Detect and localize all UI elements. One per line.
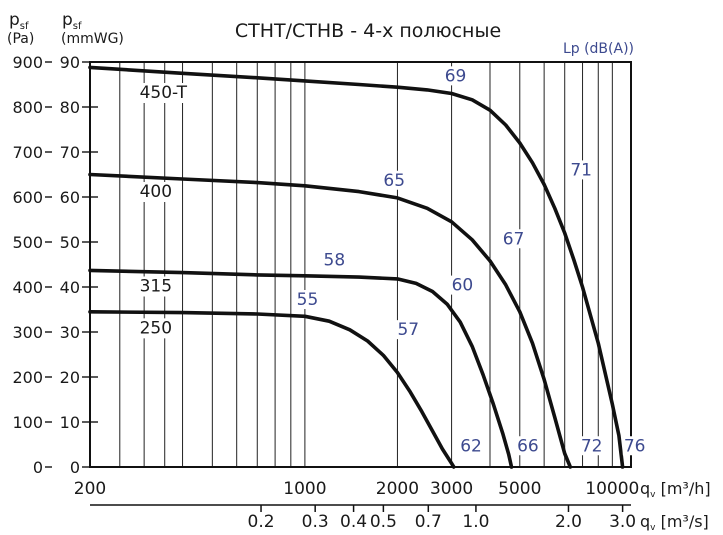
x-m3s-tick-label: 2.0 xyxy=(555,512,582,532)
x-m3h-tick-label: 200 xyxy=(74,479,106,499)
x-m3s-tick-label: 0.5 xyxy=(370,512,397,532)
y-pa-tick-label: 800 xyxy=(12,98,43,117)
y-right-symbol: psf xyxy=(62,10,82,32)
noise-label-bg xyxy=(579,436,602,456)
y-pa-tick-label: 100 xyxy=(12,413,43,432)
curve-label-bg xyxy=(137,182,174,202)
curve-315 xyxy=(88,268,514,469)
y-pa-tick-label: 200 xyxy=(12,368,43,387)
x-m3h-axis-label-unit: [m³/h] xyxy=(655,479,710,498)
noise-label-bg xyxy=(622,436,645,456)
y-mmwg-tick-label: 50 xyxy=(60,233,80,252)
y-pa-tick-label: 700 xyxy=(12,143,43,162)
y-mmwg-tick-label: 0 xyxy=(70,458,80,477)
noise-level-label: 65 xyxy=(383,171,405,191)
noise-level-label: 57 xyxy=(397,320,419,340)
y-mmwg-tick-label: 80 xyxy=(60,98,80,117)
noise-label-bg xyxy=(569,160,592,180)
y-right-symbol-sub: sf xyxy=(73,21,82,32)
y-mmwg-tick-label: 40 xyxy=(60,278,80,297)
y-left-symbol: psf xyxy=(9,10,29,32)
noise-level-label: 62 xyxy=(460,436,482,456)
noise-level-label: 76 xyxy=(624,436,646,456)
x-m3h-tick-label: 2000 xyxy=(376,479,419,499)
noise-label-bg xyxy=(382,170,405,190)
noise-label-bg xyxy=(501,229,524,249)
x-m3s-axis-label-unit: [m³/s] xyxy=(655,512,708,531)
noise-label-bg xyxy=(459,436,482,456)
curve-label: 315 xyxy=(140,277,172,297)
x-m3s-axis-label-symbol: q xyxy=(640,512,650,531)
x-m3h-tick-label: 3000 xyxy=(430,479,473,499)
y-left-unit: (Pa) xyxy=(7,31,34,47)
x-m3s-tick-label: 0.3 xyxy=(302,512,329,532)
x-m3h-axis-label-sub: v xyxy=(650,490,656,500)
y-mmwg-tick-label: 20 xyxy=(60,368,80,387)
y-pa-tick-label: 400 xyxy=(12,278,43,297)
y-mmwg-tick-label: 30 xyxy=(60,323,80,342)
curve-400 xyxy=(88,172,573,469)
curve-label-bg xyxy=(137,276,174,297)
plot-area xyxy=(88,62,625,469)
curve-250 xyxy=(88,310,456,469)
noise-label-bg xyxy=(295,290,318,309)
x-m3s-tick-label: 0.4 xyxy=(340,512,367,532)
y-left-symbol-p: p xyxy=(9,10,20,30)
curve-label-bg xyxy=(137,318,174,339)
noise-level-label: 66 xyxy=(517,436,539,456)
noise-label-bg xyxy=(450,275,473,295)
plot-frame xyxy=(89,61,632,468)
x-m3s-tick-label: 3.0 xyxy=(609,512,636,532)
x-m3s-axis-label: qv [m³/s] xyxy=(640,512,709,533)
noise-level-label: 69 xyxy=(445,66,467,86)
x-m3s-tick-label: 0.7 xyxy=(415,512,442,532)
annotations: 450-T 400 315 250 69 71 65 67 58 60 55 57 62 66 72 76 xyxy=(137,66,646,456)
noise-label-bg xyxy=(516,436,539,456)
x-m3h-axis-label: qv [m³/h] xyxy=(640,479,711,500)
curve-label: 250 xyxy=(140,318,172,338)
y-pa-tick-label: 300 xyxy=(12,323,43,342)
chart-title: СТНТ/СТНВ - 4-х полюсные xyxy=(235,20,501,42)
noise-level-label: 58 xyxy=(324,250,346,270)
x-m3h-tick-label: 5000 xyxy=(498,479,541,499)
noise-label-bg xyxy=(322,250,345,270)
y-mmwg-tick-label: 90 xyxy=(60,53,80,72)
noise-label-bg xyxy=(396,320,419,340)
y-pa-tick-label: 900 xyxy=(12,53,43,72)
curve-450-t xyxy=(88,65,625,469)
x-m3h-axis-label-symbol: q xyxy=(640,479,650,498)
y-right-symbol-p: p xyxy=(62,10,73,30)
noise-level-label: 72 xyxy=(581,436,603,456)
y-pa-tick-label: 0 xyxy=(33,458,43,477)
noise-level-label: 67 xyxy=(503,229,525,249)
y-left-symbol-sub: sf xyxy=(20,21,29,32)
noise-level-label: 60 xyxy=(452,276,474,296)
y-mmwg-tick-label: 60 xyxy=(60,188,80,207)
noise-label: Lp (dB(A)) xyxy=(563,41,634,57)
x-m3s-tick-label: 0.2 xyxy=(248,512,275,532)
axes: 0 100 200 300 400 500 600 700 800 900 0 10 20 30 40 50 6… xyxy=(12,53,710,533)
noise-label-bg xyxy=(443,66,466,86)
y-pa-tick-label: 600 xyxy=(12,188,43,207)
x-m3h-tick-label: 10000 xyxy=(585,479,639,499)
noise-level-label: 55 xyxy=(297,290,319,310)
x-m3s-tick-label: 1.0 xyxy=(462,512,489,532)
y-right-unit: (mmWG) xyxy=(61,31,124,47)
x-m3h-tick-label: 1000 xyxy=(283,479,326,499)
y-mmwg-tick-label: 70 xyxy=(60,143,80,162)
curve-label: 400 xyxy=(140,182,172,202)
y-mmwg-tick-label: 10 xyxy=(60,413,80,432)
x-m3s-axis-label-sub: v xyxy=(650,523,656,533)
curve-label: 450-T xyxy=(140,83,188,103)
noise-level-label: 71 xyxy=(570,160,592,180)
curve-label-bg xyxy=(137,83,195,103)
y-pa-tick-label: 500 xyxy=(12,233,43,252)
